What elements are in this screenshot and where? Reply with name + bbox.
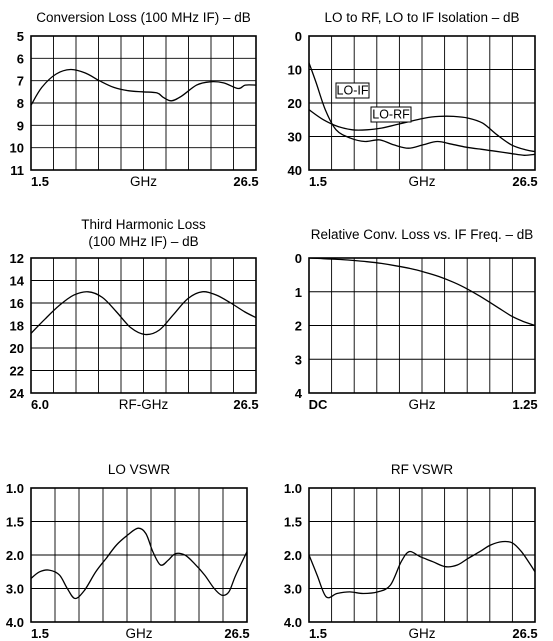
annotation-label: LO-IF: [337, 84, 369, 98]
chart-conv-loss: Conversion Loss (100 MHz IF) – dB 5 6 7 8 9 10…: [10, 10, 259, 189]
chart-isolation: LO to RF, LO to IF Isolation – dB 0 10 20 30…: [288, 10, 538, 189]
x-tick-label: 1.5: [31, 174, 49, 189]
series-line-third-harmonic-0: [31, 291, 256, 336]
y-tick-label: 1: [295, 285, 302, 300]
y-tick-label: 12: [10, 251, 24, 266]
y-tick-label: 14: [10, 274, 25, 289]
y-tick-label: 2.0: [6, 548, 24, 563]
y-tick-label: 40: [288, 163, 302, 178]
x-tick-label: 1.25: [512, 397, 537, 412]
y-tick-label: 1.0: [6, 481, 24, 496]
y-tick-label: 1.0: [284, 481, 302, 496]
x-tick-label: DC: [309, 397, 328, 412]
y-tick-label: 10: [288, 63, 302, 78]
series-line-lo-vswr-0: [31, 527, 247, 600]
y-tick-label: 20: [288, 96, 302, 111]
y-tick-label: 24: [10, 386, 25, 401]
y-tick-label: 8: [17, 96, 24, 111]
plot-frame: [30, 35, 257, 171]
y-tick-label: 1.5: [284, 515, 302, 530]
y-tick-label: 0: [295, 29, 302, 44]
y-tick-label: 4.0: [6, 615, 24, 630]
y-tick-label: 3.0: [284, 582, 302, 597]
chart-rf-vswr: RF VSWR 1.0 1.5 2.0 3.0 4.0 1.5 GHz 26.5: [284, 462, 538, 641]
annotation-box: [370, 106, 412, 123]
chart-title: Relative Conv. Loss vs. IF Freq. – dB: [311, 227, 534, 242]
x-axis-label: GHz: [409, 174, 436, 189]
x-tick-label: 6.0: [31, 397, 49, 412]
y-tick-label: 1.5: [6, 515, 24, 530]
series-line-lo-if: [309, 62, 535, 156]
series-line-rel-conv-loss-0: [309, 258, 535, 327]
series-line-lo-rf: [309, 109, 535, 153]
x-tick-label: 26.5: [512, 626, 537, 641]
x-tick-label: 26.5: [512, 174, 537, 189]
chart-title: Third Harmonic Loss: [81, 217, 206, 232]
y-tick-label: 3: [295, 352, 302, 367]
x-tick-label: 26.5: [233, 397, 258, 412]
y-tick-label: 3.0: [6, 582, 24, 597]
chart-third-harmonic: Third Harmonic Loss (100 MHz IF) – dB 12 14…: [10, 217, 259, 412]
x-axis-label: GHz: [130, 174, 157, 189]
chart-title: (100 MHz IF) – dB: [88, 234, 198, 249]
y-tick-label: 9: [17, 118, 24, 133]
y-tick-label: 18: [10, 319, 24, 334]
y-tick-label: 2: [295, 319, 302, 334]
y-tick-label: 4: [295, 386, 303, 401]
y-tick-label: 11: [10, 163, 24, 178]
x-tick-label: 26.5: [233, 174, 258, 189]
chart-title: LO to RF, LO to IF Isolation – dB: [324, 10, 519, 25]
y-tick-label: 7: [17, 74, 24, 89]
annotation-box: [335, 82, 370, 99]
x-axis-label: GHz: [126, 626, 153, 641]
chart-lo-vswr: LO VSWR 1.0 1.5 2.0 3.0 4.0 1.5 GHz 26.5: [6, 462, 250, 641]
y-tick-label: 2.0: [284, 548, 302, 563]
x-tick-label: 1.5: [31, 626, 49, 641]
y-tick-label: 0: [295, 251, 302, 266]
x-axis-label: GHz: [409, 626, 436, 641]
chart-title: LO VSWR: [108, 462, 171, 477]
x-tick-label: 26.5: [224, 626, 249, 641]
chart-title: Conversion Loss (100 MHz IF) – dB: [36, 10, 251, 25]
x-axis-label: RF-GHz: [119, 397, 169, 412]
plot-frame: [30, 257, 257, 394]
x-tick-label: 1.5: [309, 626, 327, 641]
series-line-conv-loss-0: [31, 68, 256, 106]
chart-title: RF VSWR: [391, 462, 453, 477]
y-tick-label: 10: [10, 141, 24, 156]
chart-rel-conv-loss: Relative Conv. Loss vs. IF Freq. – dB 0 1 2…: [295, 227, 538, 412]
plot-frame: [308, 35, 536, 171]
annotation-label: LO-RF: [372, 108, 410, 122]
y-tick-label: 5: [17, 29, 24, 44]
x-axis-label: GHz: [409, 397, 436, 412]
y-tick-label: 22: [10, 364, 24, 379]
y-tick-label: 30: [288, 130, 302, 145]
y-tick-label: 6: [17, 51, 24, 66]
y-tick-label: 20: [10, 341, 24, 356]
series-line-rf-vswr-0: [309, 540, 535, 599]
x-tick-label: 1.5: [309, 174, 327, 189]
y-tick-label: 16: [10, 296, 24, 311]
plot-frame: [30, 487, 248, 623]
y-tick-label: 4.0: [284, 615, 302, 630]
